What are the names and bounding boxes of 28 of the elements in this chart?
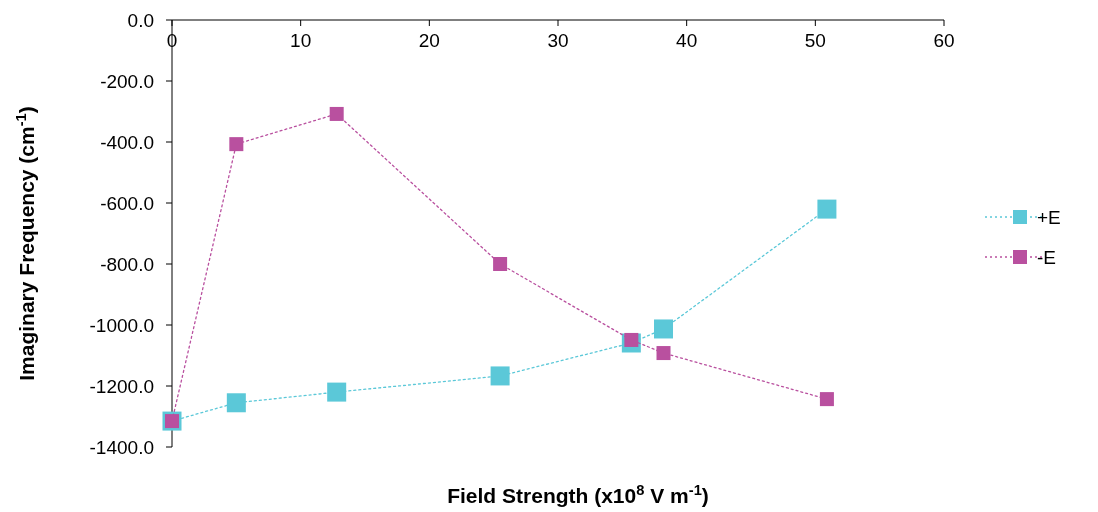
point <box>817 199 837 219</box>
point <box>229 137 244 152</box>
x-tick-label: 40 <box>676 30 698 51</box>
x-tick-label: 50 <box>804 30 826 51</box>
point <box>329 106 344 121</box>
x-axis-title: Field Strength (x10$^{8}$ V m$^{-1}$) <box>447 482 709 507</box>
legend-label: +E <box>1037 206 1061 228</box>
y-tick-label: -1200.0 <box>89 375 154 397</box>
x-tick-label: 10 <box>290 30 312 51</box>
y-tick-label: -1400.0 <box>89 436 154 458</box>
x-tick-label: 30 <box>547 30 569 51</box>
point <box>493 257 508 271</box>
x-tick-label: 0 <box>166 30 178 51</box>
x-tick-label: 60 <box>933 30 955 51</box>
point <box>226 393 246 413</box>
point <box>327 382 347 402</box>
point <box>654 319 674 339</box>
x-tick-label: 20 <box>418 30 440 51</box>
y-tick-label: -200.0 <box>100 70 154 92</box>
y-tick-label: -800.0 <box>100 253 154 275</box>
y-tick-label: -600.0 <box>100 192 154 214</box>
y-tick-label: -400.0 <box>100 131 154 153</box>
y-tick-label: -1000.0 <box>89 314 154 336</box>
point <box>656 346 671 361</box>
point <box>490 366 510 386</box>
point <box>819 392 834 407</box>
y-tick-label: 0.0 <box>127 9 154 31</box>
legend-label: -E <box>1037 246 1056 268</box>
